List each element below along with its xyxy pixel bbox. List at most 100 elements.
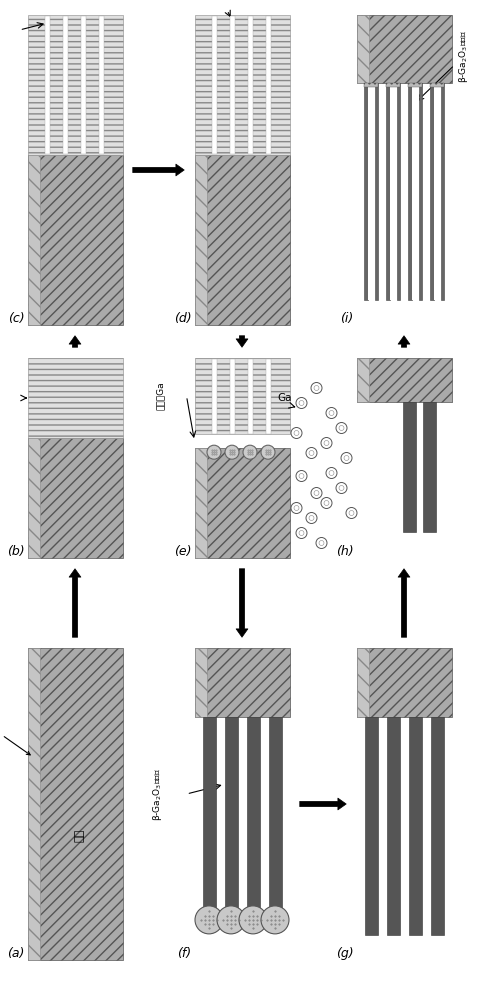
Bar [80, 16, 86, 153]
Circle shape [311, 488, 322, 498]
Circle shape [239, 906, 267, 934]
Bar [364, 83, 367, 300]
Circle shape [291, 502, 302, 514]
Bar [408, 83, 422, 87]
Bar [28, 648, 40, 960]
Text: (d): (d) [174, 312, 192, 325]
Bar [419, 83, 422, 300]
Bar [212, 16, 216, 153]
Circle shape [316, 538, 327, 548]
Bar [375, 83, 378, 300]
Bar [195, 448, 289, 558]
Bar [430, 83, 444, 87]
Bar [28, 438, 122, 558]
Bar [390, 83, 396, 300]
Bar [357, 15, 368, 83]
Circle shape [321, 497, 332, 508]
Bar [195, 15, 289, 154]
Bar [387, 717, 399, 935]
Circle shape [341, 452, 352, 464]
Circle shape [207, 445, 221, 459]
Text: 基底: 基底 [75, 829, 85, 842]
Bar [408, 717, 422, 935]
Circle shape [296, 397, 307, 408]
Bar [266, 16, 271, 153]
Bar [357, 15, 452, 83]
Bar [396, 83, 400, 300]
Bar [28, 648, 122, 960]
Circle shape [261, 906, 289, 934]
Text: (i): (i) [340, 312, 353, 325]
Bar [246, 717, 259, 910]
Circle shape [336, 483, 347, 493]
Bar [364, 83, 378, 87]
Bar [195, 154, 207, 325]
Circle shape [217, 906, 245, 934]
Bar [28, 438, 40, 558]
Text: (c): (c) [8, 312, 25, 325]
Bar [28, 154, 40, 325]
Circle shape [321, 438, 332, 448]
Circle shape [336, 422, 347, 434]
Bar [357, 358, 452, 402]
Text: β-Ga$_2$O$_3$纳米线: β-Ga$_2$O$_3$纳米线 [151, 768, 165, 821]
Circle shape [225, 445, 239, 459]
Bar [430, 717, 443, 935]
Circle shape [296, 471, 307, 482]
Bar [364, 717, 378, 935]
Text: Ga: Ga [277, 393, 291, 403]
Bar [247, 16, 253, 153]
Bar [28, 15, 122, 154]
Bar [212, 359, 216, 434]
Circle shape [291, 428, 302, 438]
Bar [386, 83, 390, 300]
Bar [62, 16, 67, 153]
Bar [202, 717, 215, 910]
Bar [403, 402, 415, 532]
Text: β-Ga$_2$O$_3$纳米管: β-Ga$_2$O$_3$纳米管 [456, 30, 469, 83]
Bar [195, 448, 207, 558]
Circle shape [261, 445, 275, 459]
Circle shape [326, 468, 337, 479]
Bar [357, 648, 368, 717]
Bar [440, 83, 444, 300]
Bar [269, 717, 282, 910]
Circle shape [311, 382, 322, 393]
Bar [229, 16, 235, 153]
Bar [28, 154, 122, 325]
Bar [408, 83, 411, 300]
Bar [430, 83, 434, 300]
Text: (g): (g) [336, 947, 353, 960]
Circle shape [346, 508, 357, 518]
Text: (e): (e) [174, 545, 192, 558]
Bar [423, 402, 436, 532]
Text: 催化剂Ga: 催化剂Ga [155, 382, 165, 410]
Bar [266, 359, 271, 434]
Bar [386, 83, 400, 87]
Circle shape [195, 906, 223, 934]
Bar [434, 83, 440, 300]
Bar [45, 16, 49, 153]
Circle shape [326, 408, 337, 418]
Text: (b): (b) [7, 545, 25, 558]
Bar [195, 648, 207, 717]
Text: (h): (h) [336, 545, 353, 558]
Circle shape [243, 445, 257, 459]
Bar [357, 358, 368, 402]
Bar [411, 83, 419, 300]
Text: SiO$_2$: SiO$_2$ [0, 720, 30, 755]
Bar [28, 358, 122, 438]
Circle shape [296, 528, 307, 538]
Bar [225, 717, 238, 910]
Bar [357, 648, 452, 717]
Circle shape [306, 512, 317, 524]
Bar [247, 359, 253, 434]
Bar [195, 648, 289, 717]
Bar [195, 154, 289, 325]
Bar [99, 16, 104, 153]
Bar [195, 358, 289, 434]
Text: (f): (f) [177, 947, 192, 960]
Text: (a): (a) [7, 947, 25, 960]
Bar [367, 83, 375, 300]
Bar [229, 359, 235, 434]
